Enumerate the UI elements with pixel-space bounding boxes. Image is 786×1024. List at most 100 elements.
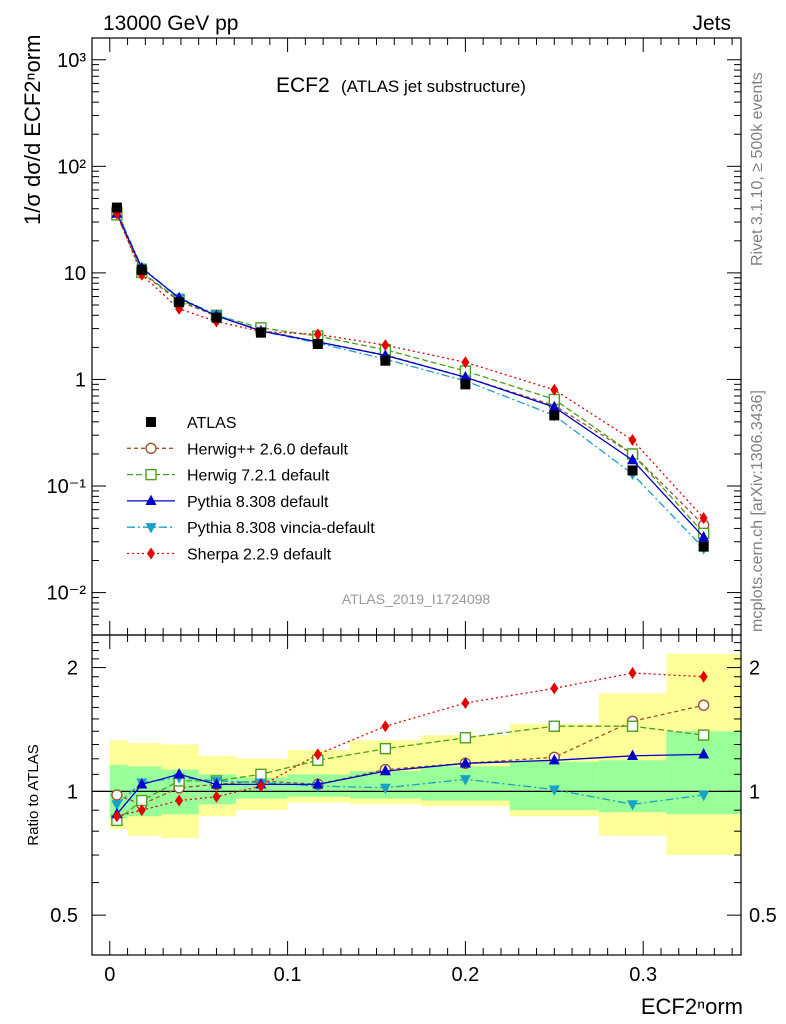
plot-title-main: ECF2 <box>276 74 330 97</box>
ratio-uncertainty-bands <box>92 653 741 856</box>
ratio-point-pythia-8-308-vincia-default <box>111 800 123 811</box>
data-point-pythia-8-308-default <box>698 531 710 542</box>
main-y-axis-label: 1/σ dσ/d ECF2ⁿorm <box>20 35 45 225</box>
ratio-y-tick-label: 2 <box>67 658 78 680</box>
ratio-line-sherpa-2-2-9-default <box>116 672 704 817</box>
legend-label: Herwig 7.2.1 default <box>187 468 330 485</box>
ratio-point-herwig-7-2-1-default <box>548 720 561 732</box>
legend-marker <box>145 523 157 534</box>
series-atlas <box>111 202 709 552</box>
data-point-pythia-8-308-default <box>627 453 639 465</box>
ratio-point-herwig-7-2-1-default <box>379 742 392 755</box>
series-herwig-7-2-1-default <box>111 209 710 540</box>
ratio-point-sherpa-2-2-9-default <box>461 697 470 710</box>
legend-entry-pythia-8-308-default: Pythia 8.308 default <box>127 494 329 511</box>
main-data-layer <box>111 202 710 555</box>
ratio-point-herwig-7-2-1-default <box>626 720 639 732</box>
ratio-point-herwig-7-2-1-default <box>459 732 472 744</box>
ratio-y-tick-label-right: 2 <box>749 658 760 680</box>
ratio-point-herwig-7-2-1-default <box>697 729 710 741</box>
legend-marker <box>146 417 156 427</box>
data-point-atlas <box>312 339 323 350</box>
plot-subtitle: (ATLAS jet substructure) <box>341 77 526 96</box>
main-y-tick-label: 10³ <box>57 50 86 72</box>
data-point-pythia-8-308-default <box>459 370 471 382</box>
legend-label: Pythia 8.308 vincia-default <box>187 520 375 537</box>
ratio-point-pythia-8-308-default <box>173 768 185 779</box>
legend-marker <box>145 494 157 506</box>
plot-title: ECF2 (ATLAS jet substructure) <box>276 74 526 97</box>
legend-entry-atlas: ATLAS <box>146 415 237 432</box>
ratio-point-pythia-8-308-default <box>210 778 222 789</box>
legend-entry-sherpa-2-2-9-default: Sherpa 2.2.9 default <box>127 547 332 564</box>
data-point-sherpa-2-2-9-default <box>313 328 322 341</box>
ratio-point-pythia-8-308-vincia-default <box>698 790 710 802</box>
ratio-point-sherpa-2-2-9-default <box>112 810 121 823</box>
data-point-atlas <box>460 379 471 390</box>
legend-label: ATLAS <box>187 415 237 432</box>
data-point-sherpa-2-2-9-default <box>550 383 559 396</box>
series-pythia-8-308-default <box>111 207 710 542</box>
ratio-point-pythia-8-308-default <box>627 749 639 760</box>
header-left: 13000 GeV pp <box>103 12 238 35</box>
main-y-tick-label: 10⁻² <box>47 583 87 605</box>
x-axis-label: ECF2ⁿorm <box>641 994 743 1019</box>
data-point-sherpa-2-2-9-default <box>381 339 390 352</box>
ratio-point-pythia-8-308-default <box>379 764 391 776</box>
main-panel: 10⁻² 10⁻¹ 1 10 10² 10³ <box>47 37 742 636</box>
data-point-atlas <box>174 297 185 308</box>
main-axis-ticks: 10⁻² 10⁻¹ 1 10 10² 10³ <box>47 38 741 636</box>
data-point-atlas <box>698 541 709 552</box>
ratio-point-herwig-7-2-1-default <box>255 768 267 781</box>
ratio-point-pythia-8-308-vincia-default <box>548 785 560 796</box>
ratio-data-layer <box>111 667 710 827</box>
ratio-y-tick-label: 0.5 <box>50 905 78 927</box>
legend: ATLAS Herwig++ 2.6.0 default Herwig 7.2.1 … <box>127 415 375 564</box>
ratio-point-sherpa-2-2-9-default <box>699 670 708 683</box>
legend-marker <box>147 547 155 560</box>
legend-marker <box>145 468 157 481</box>
data-point-atlas <box>380 355 391 366</box>
ratio-band-inner <box>666 731 741 815</box>
ratio-point-herwig-7-2-1-default <box>136 794 148 807</box>
series-line-pythia-8-308-default <box>116 213 705 538</box>
ratio-point-pythia-8-308-vincia-default <box>379 783 391 795</box>
mcplots-reference-note: mcplots.cern.ch [arXiv:1306.3436] <box>749 390 766 632</box>
data-point-atlas <box>111 202 122 213</box>
ratio-y-axis-label: Ratio to ATLAS <box>25 744 42 845</box>
ratio-series-sherpa-2-2-9-default <box>112 667 708 823</box>
rivet-version-note: Rivet 3.1.10, ≥ 500k events <box>749 72 766 266</box>
main-y-tick-label: 10 <box>64 263 86 285</box>
main-y-tick-label: 10⁻¹ <box>47 476 87 498</box>
legend-entry-herwig-7-2-1-default: Herwig 7.2.1 default <box>127 468 330 485</box>
legend-entry-herwig-2-6-0-default: Herwig++ 2.6.0 default <box>127 441 349 458</box>
ratio-point-sherpa-2-2-9-default <box>550 682 559 695</box>
legend-entry-pythia-8-308-vincia-default: Pythia 8.308 vincia-default <box>127 520 375 537</box>
ratio-point-sherpa-2-2-9-default <box>256 780 265 793</box>
x-tick-label: 0.3 <box>629 964 657 986</box>
main-panel-frame <box>91 37 742 636</box>
ratio-point-pythia-8-308-vincia-default <box>459 775 471 786</box>
ratio-panel: 0 0.1 0.2 0.3 0.5 0.5 1 1 2 2 <box>50 634 777 986</box>
main-y-tick-label: 10² <box>57 156 86 178</box>
ratio-point-sherpa-2-2-9-default <box>313 748 322 761</box>
ratio-y-tick-label-right: 0.5 <box>749 905 777 927</box>
ratio-line-herwig-7-2-1-default <box>116 725 704 821</box>
x-tick-label: 0 <box>104 964 115 986</box>
data-point-atlas <box>549 410 560 421</box>
ratio-point-pythia-8-308-default <box>459 756 471 768</box>
data-point-atlas <box>211 312 222 323</box>
data-point-atlas <box>136 264 147 275</box>
legend-label: Pythia 8.308 default <box>187 494 329 511</box>
ratio-point-pythia-8-308-default <box>136 778 148 789</box>
ratio-point-sherpa-2-2-9-default <box>628 667 637 680</box>
data-point-atlas <box>255 327 266 338</box>
main-y-tick-label: 1 <box>75 369 86 391</box>
ratio-point-herwig-2-6-0-default <box>111 789 123 801</box>
ratio-point-sherpa-2-2-9-default <box>175 794 184 807</box>
series-line-herwig-7-2-1-default <box>116 214 705 534</box>
legend-label: Herwig++ 2.6.0 default <box>187 441 349 458</box>
legend-marker <box>145 442 157 454</box>
data-point-pythia-8-308-default <box>548 400 560 412</box>
